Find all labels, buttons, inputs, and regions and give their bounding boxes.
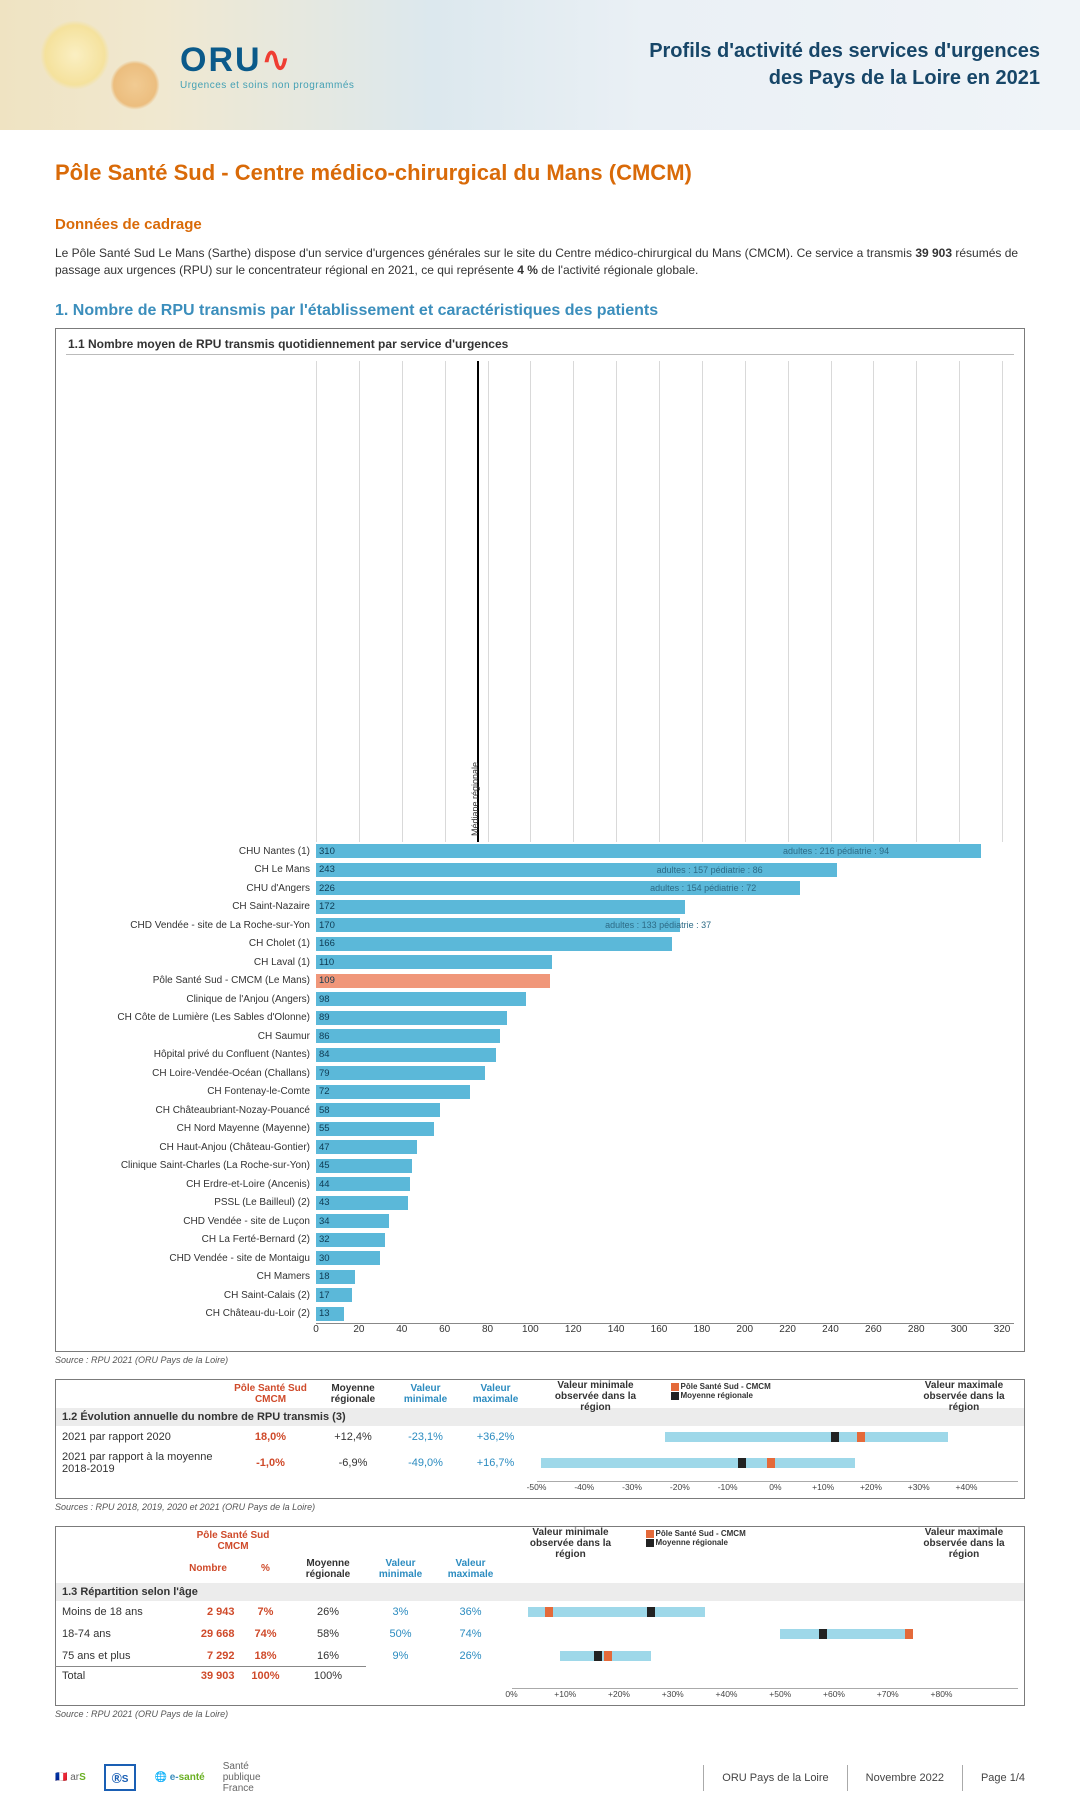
- median-line: Médiane régionale: [477, 361, 479, 842]
- arrow-max: Valeur maximale observée dans la région: [909, 1380, 1019, 1413]
- footer-org: ORU Pays de la Loire: [722, 1772, 828, 1784]
- table-13-source: Source : RPU 2021 (ORU Pays de la Loire): [55, 1709, 1025, 1719]
- page-footer: 🇫🇷 arS ⓇS 🌐 e-santé SantépubliqueFrance …: [0, 1743, 1080, 1812]
- col-max: Valeur maximale: [461, 1379, 531, 1408]
- bar-row: CH Laval (1)110: [66, 953, 1014, 972]
- footer-logo-spf: SantépubliqueFrance: [223, 1761, 261, 1794]
- arrow-min: Valeur minimale observée dans la région: [541, 1380, 651, 1413]
- footer-logo-ars: 🇫🇷 arS: [55, 1772, 86, 1783]
- table-13-section: 1.3 Répartition selon l'âge: [56, 1583, 1025, 1601]
- bar-row: CHD Vendée - site de Montaigu30: [66, 1249, 1014, 1268]
- header-banner: ORU∿ Urgences et soins non programmés Pr…: [0, 0, 1080, 130]
- table-row: Moins de 18 ans2 9437%26%3%36%: [56, 1601, 1025, 1623]
- table-row: 2021 par rapport à la moyenne 2018-2019-…: [56, 1448, 1025, 1478]
- bar-row: CH Saint-Nazaire172: [66, 897, 1014, 916]
- bar-row: CH Châteaubriant-Nozay-Pouancé58: [66, 1101, 1014, 1120]
- legend-cell-13: Valeur minimale observée dans la région …: [506, 1526, 1025, 1555]
- col-mean: Moyenne régionale: [316, 1379, 391, 1408]
- bar-row: CH Côte de Lumière (Les Sables d'Olonne)…: [66, 1008, 1014, 1027]
- bar-row: CHD Vendée - site de La Roche-sur-Yon170…: [66, 916, 1014, 935]
- logo-tagline: Urgences et soins non programmés: [180, 80, 354, 91]
- bar-row: CH Cholet (1)166: [66, 934, 1014, 953]
- bar-row: CH Loire-Vendée-Océan (Challans)79: [66, 1064, 1014, 1083]
- bar-row: CH Château-du-Loir (2)13: [66, 1304, 1014, 1323]
- median-label: Médiane régionale: [470, 762, 480, 836]
- col-facility: Pôle Santé Sud CMCM: [226, 1379, 316, 1408]
- chart-11-source: Source : RPU 2021 (ORU Pays de la Loire): [55, 1355, 1025, 1365]
- logo-main: ORU: [180, 41, 262, 79]
- bar-row: CHD Vendée - site de Luçon34: [66, 1212, 1014, 1231]
- bar-row: CH Nord Mayenne (Mayenne)55: [66, 1119, 1014, 1138]
- chart-11-title: 1.1 Nombre moyen de RPU transmis quotidi…: [66, 333, 1014, 355]
- framing-text: Le Pôle Santé Sud Le Mans (Sarthe) dispo…: [55, 245, 1025, 280]
- bar-row: CH Fontenay-le-Comte72: [66, 1082, 1014, 1101]
- bar-row: PSSL (Le Bailleul) (2)43: [66, 1193, 1014, 1212]
- framing-heading: Données de cadrage: [55, 216, 1025, 233]
- bar-row: CHU d'Angers226adultes : 154 pédiatrie :…: [66, 879, 1014, 898]
- banner-title: Profils d'activité des services d'urgenc…: [649, 38, 1040, 92]
- bar-row: CH Le Mans243adultes : 157 pédiatrie : 8…: [66, 860, 1014, 879]
- footer-logo-ors: ⓇS: [104, 1764, 137, 1791]
- bar-row: CHU Nantes (1)310adultes : 216 pédiatrie…: [66, 842, 1014, 861]
- bar-row: CH Erdre-et-Loire (Ancenis)44: [66, 1175, 1014, 1194]
- section1-heading: 1. Nombre de RPU transmis par l'établiss…: [55, 302, 1025, 320]
- footer-date: Novembre 2022: [866, 1772, 944, 1784]
- legend-cell: Valeur minimale observée dans la région …: [531, 1379, 1025, 1408]
- bar-row: CH Saint-Calais (2)17: [66, 1286, 1014, 1305]
- table-12: Pôle Santé Sud CMCM Moyenne régionale Va…: [55, 1379, 1025, 1499]
- table-12-source: Sources : RPU 2018, 2019, 2020 et 2021 (…: [55, 1502, 1025, 1512]
- bar-row: Clinique Saint-Charles (La Roche-sur-Yon…: [66, 1156, 1014, 1175]
- chart-11-rows: CHU Nantes (1)310adultes : 216 pédiatrie…: [66, 842, 1014, 1323]
- bar-row: Hôpital privé du Confluent (Nantes)84: [66, 1045, 1014, 1064]
- bar-row: CH La Ferté-Bernard (2)32: [66, 1230, 1014, 1249]
- table-row: Total39 903100%100%: [56, 1667, 1025, 1686]
- oru-logo: ORU∿ Urgences et soins non programmés: [180, 40, 354, 91]
- page-title: Pôle Santé Sud - Centre médico-chirurgic…: [55, 160, 1025, 186]
- bar-row: CH Haut-Anjou (Château-Gontier)47: [66, 1138, 1014, 1157]
- bar-row: CH Mamers18: [66, 1267, 1014, 1286]
- table-13: Pôle Santé Sud CMCM Valeur minimale obse…: [55, 1526, 1025, 1707]
- chart-11-plot: Médiane régionale: [316, 361, 1014, 842]
- col-min: Valeur minimale: [391, 1379, 461, 1408]
- bar-row: Clinique de l'Anjou (Angers)98: [66, 990, 1014, 1009]
- table-row: 75 ans et plus7 29218%16%9%26%: [56, 1645, 1025, 1667]
- bar-row: Pôle Santé Sud - CMCM (Le Mans)109: [66, 971, 1014, 990]
- footer-page: Page 1/4: [981, 1772, 1025, 1784]
- chart-11: 1.1 Nombre moyen de RPU transmis quotidi…: [55, 328, 1025, 1352]
- footer-logo-esante: 🌐 e-santé: [154, 1772, 204, 1783]
- table-row: 2021 par rapport 202018,0%+12,4%-23,1%+3…: [56, 1426, 1025, 1448]
- chart-11-axis: 0204060801001201401601802002202402602803…: [316, 1323, 1014, 1343]
- bar-row: CH Saumur86: [66, 1027, 1014, 1046]
- col-facility-13: Pôle Santé Sud CMCM: [176, 1526, 291, 1555]
- table-row: 18-74 ans29 66874%58%50%74%: [56, 1623, 1025, 1645]
